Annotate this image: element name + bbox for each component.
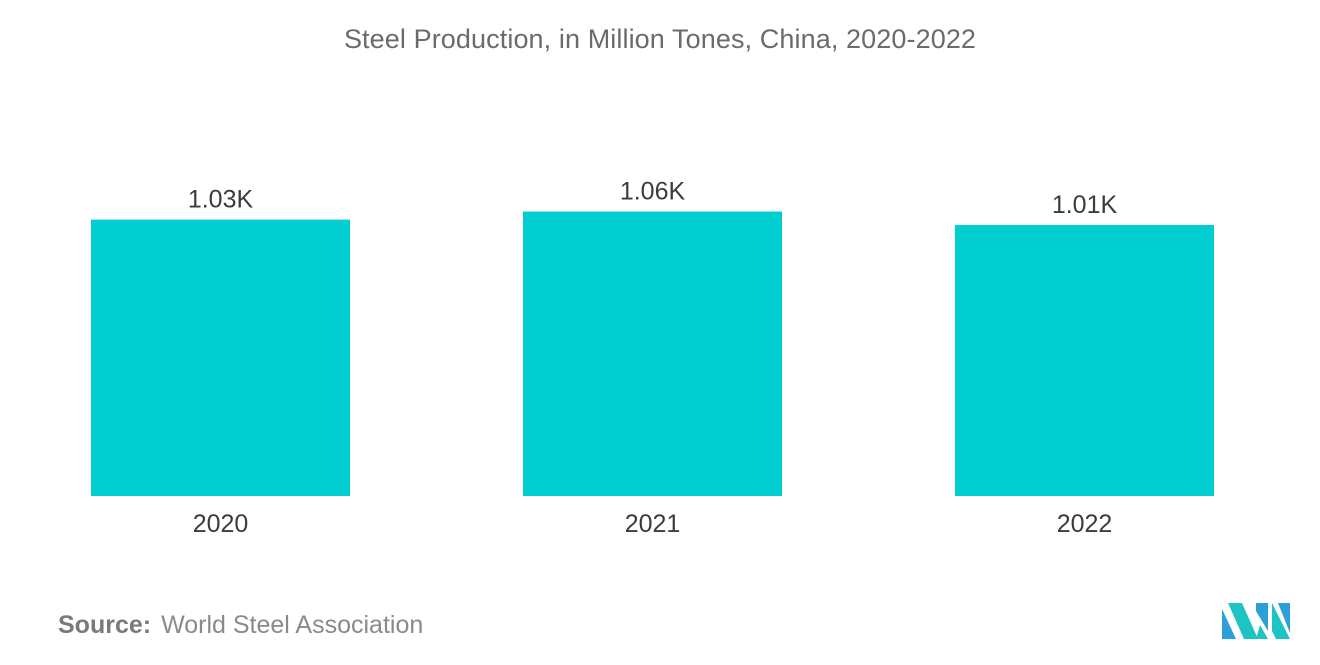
bar-2022 [955,224,1214,496]
source-text: World Steel Association [161,611,424,639]
x-tick-label-2022: 2022 [1057,510,1113,538]
data-label-2021: 1.06K [620,178,686,206]
data-label-2020: 1.03K [188,186,254,214]
source-line: Source: World Steel Association [58,611,423,640]
x-tick-label-2020: 2020 [193,510,249,538]
chart-title: Steel Production, in Million Tones, Chin… [343,24,977,54]
bar-2020 [91,219,350,496]
bar-2021 [523,211,782,497]
mordor-intelligence-logo-icon [1222,603,1290,639]
data-label-2022: 1.01K [1052,191,1118,219]
x-tick-label-2021: 2021 [625,510,681,538]
source-label: Source: [58,611,152,639]
